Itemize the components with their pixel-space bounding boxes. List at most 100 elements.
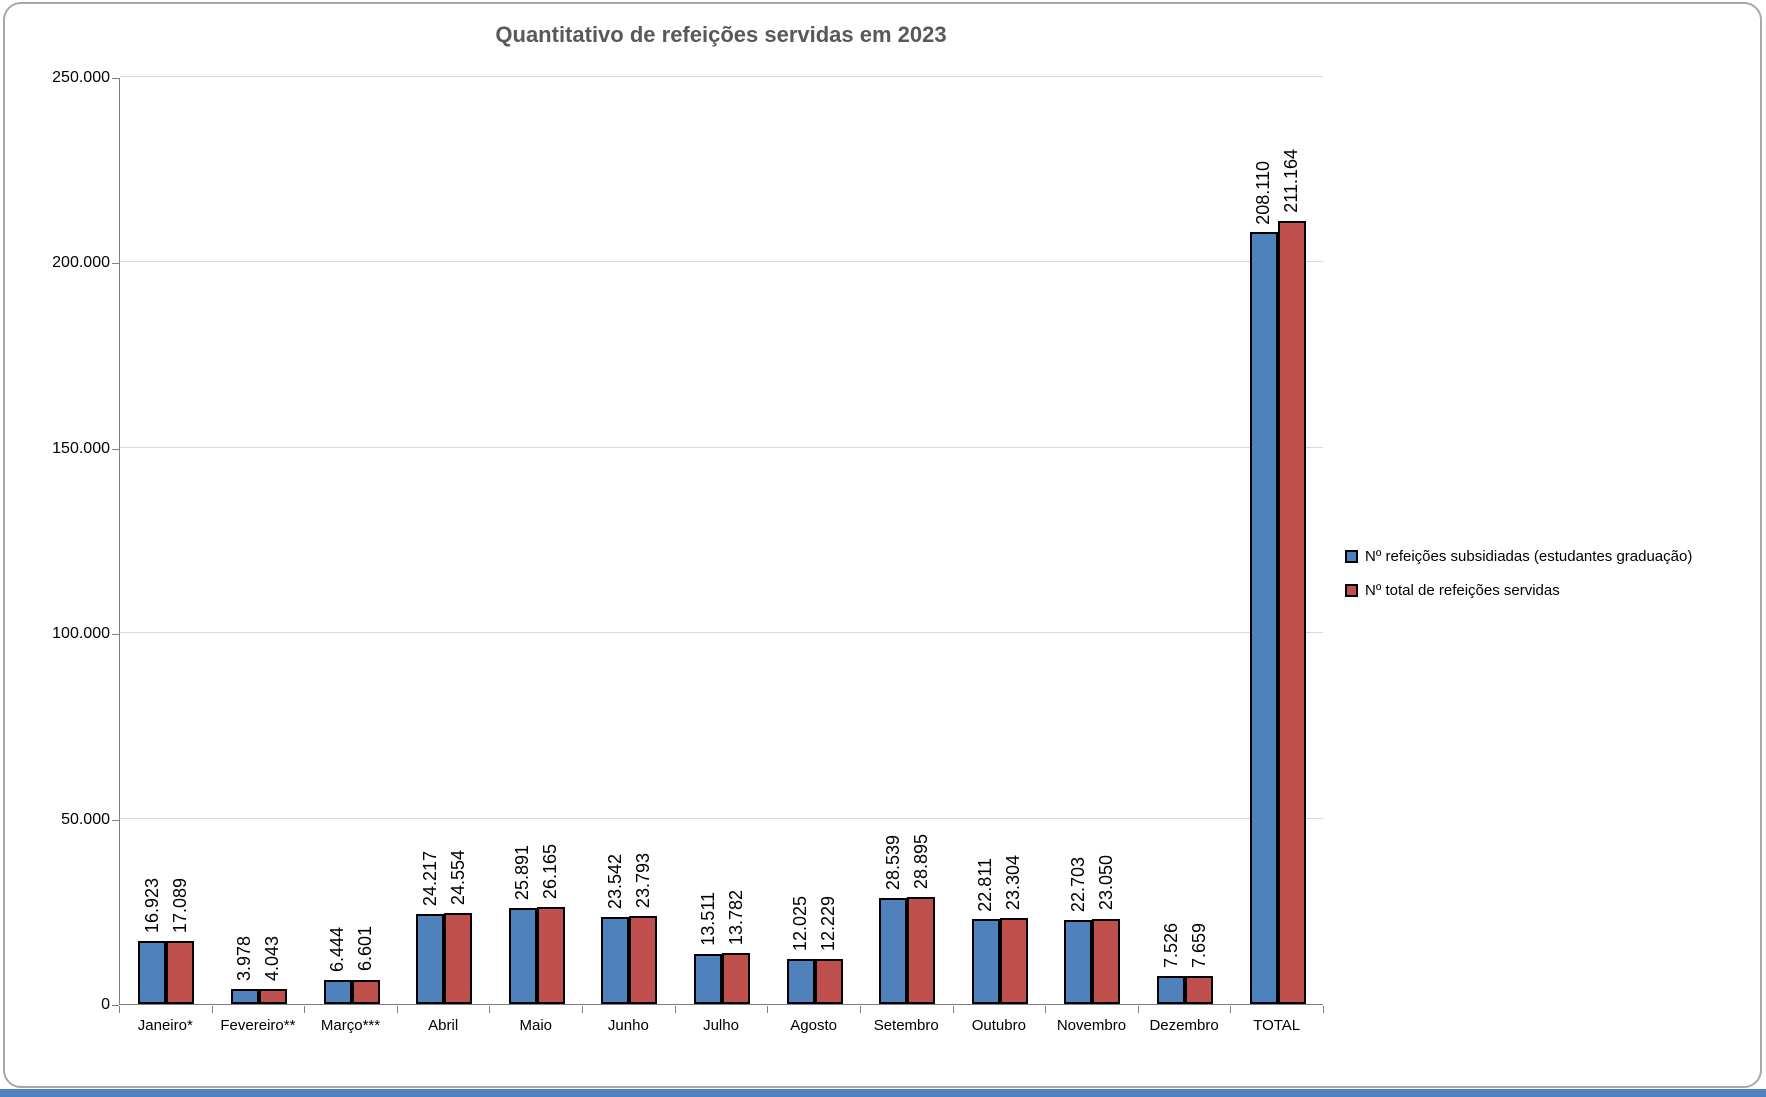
bar-total-outubro [999,917,1028,1004]
x-tick-mark [119,1006,120,1013]
bar-subsidiadas-fevereiro [230,989,259,1004]
legend-label-total: Nº total de refeições servidas [1365,581,1560,599]
x-tick-mark [1323,1006,1324,1013]
x-category-label: Julho [703,1017,739,1034]
x-tick-mark [1045,1006,1047,1013]
y-tick-mark [112,263,119,265]
data-label-subsidiadas-agosto: 12.025 [790,896,811,952]
x-category-label: Janeiro* [137,1017,193,1034]
x-category-label: Março*** [320,1017,381,1034]
data-label-subsidiadas-junho: 23.542 [604,853,625,909]
data-label-subsidiadas-julho: 13.511 [697,892,718,946]
data-label-subsidiadas-janeiro: 16.923 [141,878,162,934]
bar-total-novembro [1092,918,1121,1004]
data-label-subsidiadas-março: 6.444 [327,927,348,973]
bar-subsidiadas-agosto [786,959,815,1004]
x-tick-mark [211,1006,213,1013]
bar-subsidiadas-junho [601,916,630,1004]
data-label-total-dezembro: 7.659 [1188,922,1209,968]
data-label-subsidiadas-outubro: 22.811 [975,857,996,912]
bar-subsidiadas-total [1249,232,1278,1004]
y-tick-mark [112,819,119,821]
x-tick-mark [396,1006,398,1013]
data-label-total-fevereiro: 4.043 [262,935,283,982]
data-label-total-total: 211.164 [1281,149,1302,214]
x-tick-mark [1230,1006,1232,1013]
data-label-total-março: 6.601 [355,926,376,972]
data-label-subsidiadas-setembro: 28.539 [882,835,903,891]
x-category-label: Setembro [873,1017,939,1034]
bar-total-fevereiro [258,989,287,1004]
data-label-total-abril: 24.554 [447,849,468,905]
x-category-label: Novembro [1056,1017,1127,1034]
data-label-subsidiadas-maio: 25.891 [512,844,533,900]
bar-subsidiadas-janeiro [138,941,167,1004]
data-label-subsidiadas-dezembro: 7.526 [1160,923,1181,969]
bar-total-março [351,979,380,1004]
data-label-total-julho: 13.782 [725,889,746,945]
gridline [120,632,1323,634]
data-label-subsidiadas-abril: 24.217 [419,851,440,907]
data-label-total-agosto: 12.229 [818,895,839,951]
x-category-label: Fevereiro** [220,1017,296,1034]
gridline [120,446,1323,448]
bar-total-dezembro [1185,975,1214,1004]
y-tick-label: 100.000 [52,625,110,643]
legend-item-total: Nº total de refeições servidas [1345,580,1692,600]
data-label-total-janeiro: 17.089 [169,877,190,933]
gridline [120,76,1323,77]
plot-area: 16.923 17.089 3.978 4.043 6.444 6.601 24.217 24… [119,76,1323,1005]
bar-subsidiadas-outubro [971,919,1000,1004]
data-label-total-setembro: 28.895 [910,833,931,889]
legend-marker-blue-square [1345,549,1358,563]
bar-subsidiadas-julho [694,953,722,1004]
bar-subsidiadas-abril [416,914,445,1004]
x-category-label: Agosto [790,1017,837,1034]
bar-subsidiadas-novembro [1064,919,1093,1004]
bar-total-total [1277,221,1306,1004]
bar-total-agosto [814,958,843,1004]
x-tick-mark [489,1006,491,1013]
bar-subsidiadas-dezembro [1157,976,1186,1004]
legend-label-subsidiadas: Nº refeições subsidiadas (estudantes gra… [1365,547,1693,565]
bar-total-maio [536,906,565,1004]
y-tick-label: 250.000 [52,69,110,86]
x-category-label: TOTAL [1253,1017,1301,1034]
x-category-label: Junho [607,1017,649,1034]
x-tick-mark [859,1006,861,1013]
legend-item-subsidiadas: Nº refeições subsidiadas (estudantes gra… [1345,546,1692,566]
bar-subsidiadas-março [323,980,352,1004]
x-category-label: Dezembro [1149,1017,1219,1034]
y-tick-label: 150.000 [52,439,110,457]
bar-total-junho [629,915,658,1004]
data-label-total-maio: 26.165 [540,843,561,899]
x-category-label: Abril [428,1017,459,1034]
x-tick-mark [582,1006,584,1013]
bottom-strip [0,1089,1766,1097]
y-tick-mark [112,634,119,636]
data-label-subsidiadas-fevereiro: 3.978 [234,936,255,982]
y-tick-label: 200.000 [52,254,110,272]
gridline [120,261,1323,263]
x-tick-mark [767,1006,769,1013]
x-category-label: Outubro [971,1017,1026,1034]
data-label-total-novembro: 23.050 [1095,855,1116,911]
data-label-total-outubro: 23.304 [1003,854,1024,910]
bar-subsidiadas-setembro [879,898,908,1004]
y-tick-mark [112,78,119,79]
y-tick-mark [112,448,119,450]
x-tick-mark [674,1006,676,1013]
y-tick-mark [112,1005,119,1006]
y-tick-label: 50.000 [61,810,110,828]
data-label-subsidiadas-novembro: 22.703 [1067,856,1088,912]
bar-total-setembro [907,896,936,1004]
y-tick-label: 0 [101,996,110,1013]
legend: Nº refeições subsidiadas (estudantes gra… [1345,546,1692,614]
x-tick-mark [952,1006,954,1013]
x-tick-mark [1137,1006,1139,1013]
data-label-total-junho: 23.793 [632,852,653,908]
legend-marker-red-square [1345,583,1358,597]
gridline [120,817,1323,819]
bar-total-julho [722,952,750,1004]
